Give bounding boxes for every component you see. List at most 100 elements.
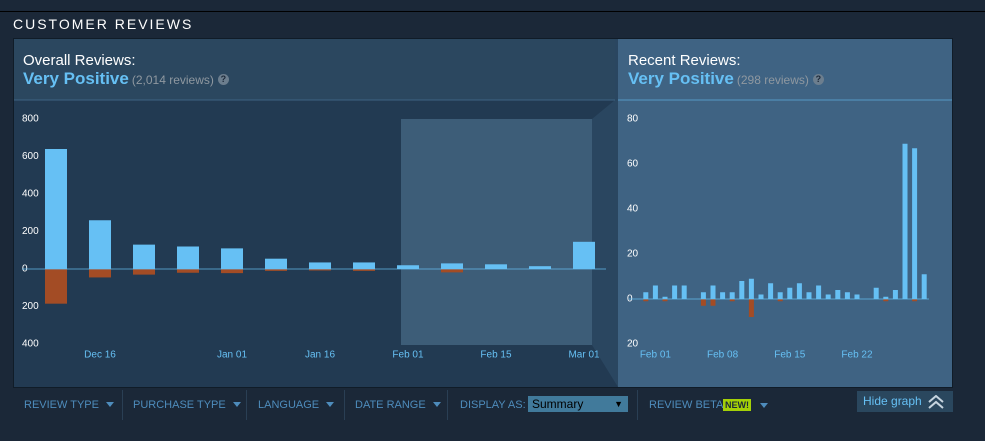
filter-dropdown[interactable]: REVIEW TYPE xyxy=(24,399,114,411)
x-tick-label: Feb 01 xyxy=(392,350,424,361)
hide-graph-button[interactable]: Hide graph xyxy=(857,391,953,412)
bar xyxy=(883,299,889,302)
bar xyxy=(652,285,658,299)
bar xyxy=(45,149,67,269)
bar xyxy=(133,244,155,269)
y-tick-label: 400 xyxy=(22,339,39,350)
overall-summary: Overall Reviews: Very Positive (2,014 rev… xyxy=(23,52,229,89)
bar xyxy=(720,292,726,299)
filter-dropdown[interactable]: DATE RANGE xyxy=(355,399,441,411)
bar xyxy=(485,264,507,269)
new-badge: NEW! xyxy=(723,399,751,411)
x-tick-label: Jan 16 xyxy=(305,350,335,361)
bar xyxy=(573,241,595,269)
bar xyxy=(177,269,199,273)
y-tick-label: 800 xyxy=(22,114,39,125)
separator xyxy=(637,390,638,420)
bar xyxy=(662,299,668,302)
overall-label: Overall Reviews: xyxy=(23,52,136,69)
x-tick-label: Feb 08 xyxy=(707,350,739,361)
bar xyxy=(529,266,551,269)
y-tick-label: 200 xyxy=(22,226,39,237)
x-tick-label: Dec 16 xyxy=(84,350,116,361)
bar xyxy=(729,299,735,302)
bar xyxy=(133,269,155,275)
bar xyxy=(844,292,850,299)
separator xyxy=(246,390,247,420)
recent-rating: Very Positive (298 reviews)? xyxy=(628,69,824,89)
recent-label: Recent Reviews: xyxy=(628,52,741,69)
overall-rating-text: Very Positive xyxy=(23,69,129,88)
bar xyxy=(758,294,764,299)
review-beta-label[interactable]: REVIEW BETA xyxy=(649,399,724,411)
recent-rating-text: Very Positive xyxy=(628,69,734,88)
filter-dropdown[interactable]: PURCHASE TYPE xyxy=(133,399,241,411)
bar xyxy=(787,287,793,299)
bar xyxy=(816,285,822,299)
recent-panel xyxy=(618,39,952,387)
bar xyxy=(89,269,111,278)
display-as-value: Summary xyxy=(532,397,584,411)
bar xyxy=(729,292,735,299)
overall-rating: Very Positive (2,014 reviews)? xyxy=(23,69,229,89)
separator xyxy=(344,390,345,420)
bar xyxy=(710,285,716,299)
bar xyxy=(681,285,687,299)
bar xyxy=(835,290,841,299)
bar xyxy=(177,246,199,269)
bar xyxy=(710,299,716,306)
bar xyxy=(921,274,927,299)
bar xyxy=(89,220,111,269)
x-tick-label: Jan 01 xyxy=(217,350,247,361)
bar xyxy=(441,263,463,269)
separator xyxy=(122,390,123,420)
bar xyxy=(873,287,879,299)
bar xyxy=(902,143,908,299)
bar xyxy=(912,299,918,302)
hide-graph-text: Hide graph xyxy=(863,394,922,408)
bar xyxy=(643,292,649,299)
bar xyxy=(309,269,331,271)
y-tick-label: 40 xyxy=(627,204,639,215)
recent-summary: Recent Reviews: Very Positive (298 review… xyxy=(628,52,824,89)
y-tick-label: 80 xyxy=(627,114,639,125)
connector xyxy=(592,39,618,387)
filter-dropdown[interactable]: LANGUAGE xyxy=(258,399,334,411)
bar xyxy=(397,265,419,269)
bar xyxy=(825,294,831,299)
chevron-icon xyxy=(928,395,944,409)
dropdown-arrow xyxy=(760,403,768,408)
bar xyxy=(796,283,802,299)
bar xyxy=(892,290,898,299)
y-tick-label: 20 xyxy=(627,249,639,260)
bar xyxy=(353,262,375,269)
bar xyxy=(777,299,783,302)
y-tick-label: 60 xyxy=(627,159,639,170)
x-tick-label: Mar 01 xyxy=(568,350,600,361)
x-tick-label: Feb 01 xyxy=(640,350,672,361)
bar xyxy=(700,299,706,306)
bar xyxy=(662,296,668,299)
bar xyxy=(265,258,287,269)
bar xyxy=(441,269,463,273)
y-tick-label: 400 xyxy=(22,189,39,200)
overall-count: (2,014 reviews) xyxy=(131,73,214,87)
display-as-select[interactable]: Summary xyxy=(528,396,628,412)
x-tick-label: Feb 22 xyxy=(841,350,873,361)
separator xyxy=(447,390,448,420)
help-icon[interactable]: ? xyxy=(812,74,824,85)
x-tick-label: Feb 15 xyxy=(774,350,806,361)
help-icon[interactable]: ? xyxy=(217,74,229,85)
bar xyxy=(643,299,649,302)
bar xyxy=(748,299,754,317)
bar xyxy=(739,281,745,299)
bar xyxy=(309,262,331,269)
display-as-label: DISPLAY AS: xyxy=(460,399,526,411)
bar xyxy=(777,292,783,299)
recent-count: (298 reviews) xyxy=(736,73,809,87)
divider xyxy=(0,11,985,12)
y-tick-label: 200 xyxy=(22,301,39,312)
bar xyxy=(883,296,889,299)
